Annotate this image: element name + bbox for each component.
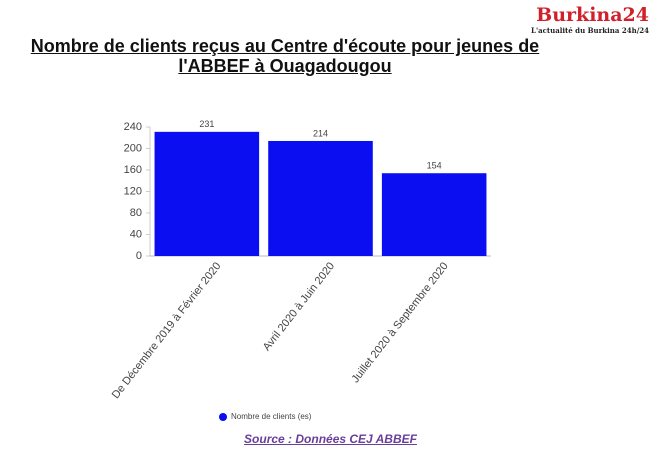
x-tick-label: De Décembre 2019 à Février 2020 xyxy=(110,260,224,401)
value-label: 231 xyxy=(199,119,214,129)
y-tick-label: 0 xyxy=(136,250,142,262)
y-tick-label: 80 xyxy=(130,207,142,219)
bar xyxy=(154,131,260,256)
y-tick-label: 160 xyxy=(124,164,142,176)
y-tick-label: 240 xyxy=(124,121,142,133)
y-tick-label: 200 xyxy=(124,142,142,154)
x-tick-label: Juillet 2020 à Septembre 2020 xyxy=(349,260,450,385)
logo: Burkina24 L'actualité du Burkina 24h/24 xyxy=(531,4,649,35)
value-label: 154 xyxy=(427,161,442,171)
logo-name: Burkina24 xyxy=(536,4,649,26)
source: Source : Données CEJ ABBEF xyxy=(244,432,417,446)
legend-marker xyxy=(219,413,227,421)
y-tick-label: 40 xyxy=(130,228,142,240)
logo-tagline: L'actualité du Burkina 24h/24 xyxy=(531,26,649,35)
legend-label: Nombre de clients (es) xyxy=(231,412,312,421)
value-label: 214 xyxy=(313,128,328,138)
bar xyxy=(381,173,487,256)
chart-title: Nombre de clients reçus au Centre d'écou… xyxy=(30,36,540,76)
y-tick-label: 120 xyxy=(124,185,142,197)
bar xyxy=(268,140,373,256)
x-tick-label: Avril 2020 à Juin 2020 xyxy=(261,260,337,353)
